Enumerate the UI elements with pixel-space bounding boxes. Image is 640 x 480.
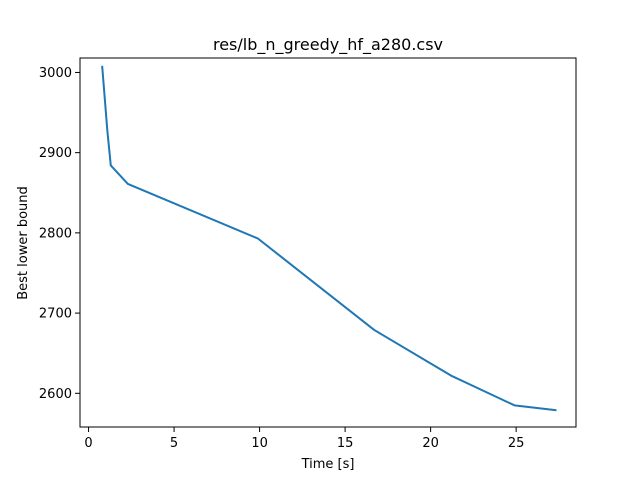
x-axis-label: Time [s] [301,457,355,472]
chart-title: res/lb_n_greedy_hf_a280.csv [213,35,443,55]
x-tick-label: 15 [337,436,354,451]
x-tick-label: 0 [84,436,92,451]
y-tick-label: 2800 [39,226,72,241]
y-axis-label: Best lower bound [16,186,31,300]
x-tick-label: 20 [422,436,439,451]
y-tick-label: 2600 [39,387,72,402]
plot-area [79,57,577,428]
y-tick-label: 3000 [39,66,72,81]
y-tick-label: 2900 [39,146,72,161]
y-axis-ticks: 2600 2700 2800 2900 3000 [39,66,80,402]
series-line-0 [101,65,557,412]
y-tick-label: 2700 [39,307,72,322]
x-tick-label: 10 [251,436,268,451]
x-axis-ticks: 0 5 10 15 20 25 [84,427,524,451]
x-tick-label: 5 [170,436,178,451]
axes-frame [79,57,577,428]
x-tick-label: 25 [508,436,525,451]
